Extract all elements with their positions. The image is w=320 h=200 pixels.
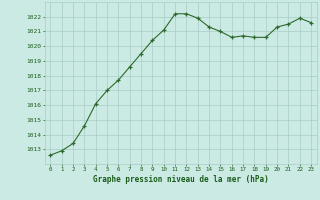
X-axis label: Graphe pression niveau de la mer (hPa): Graphe pression niveau de la mer (hPa) (93, 175, 269, 184)
